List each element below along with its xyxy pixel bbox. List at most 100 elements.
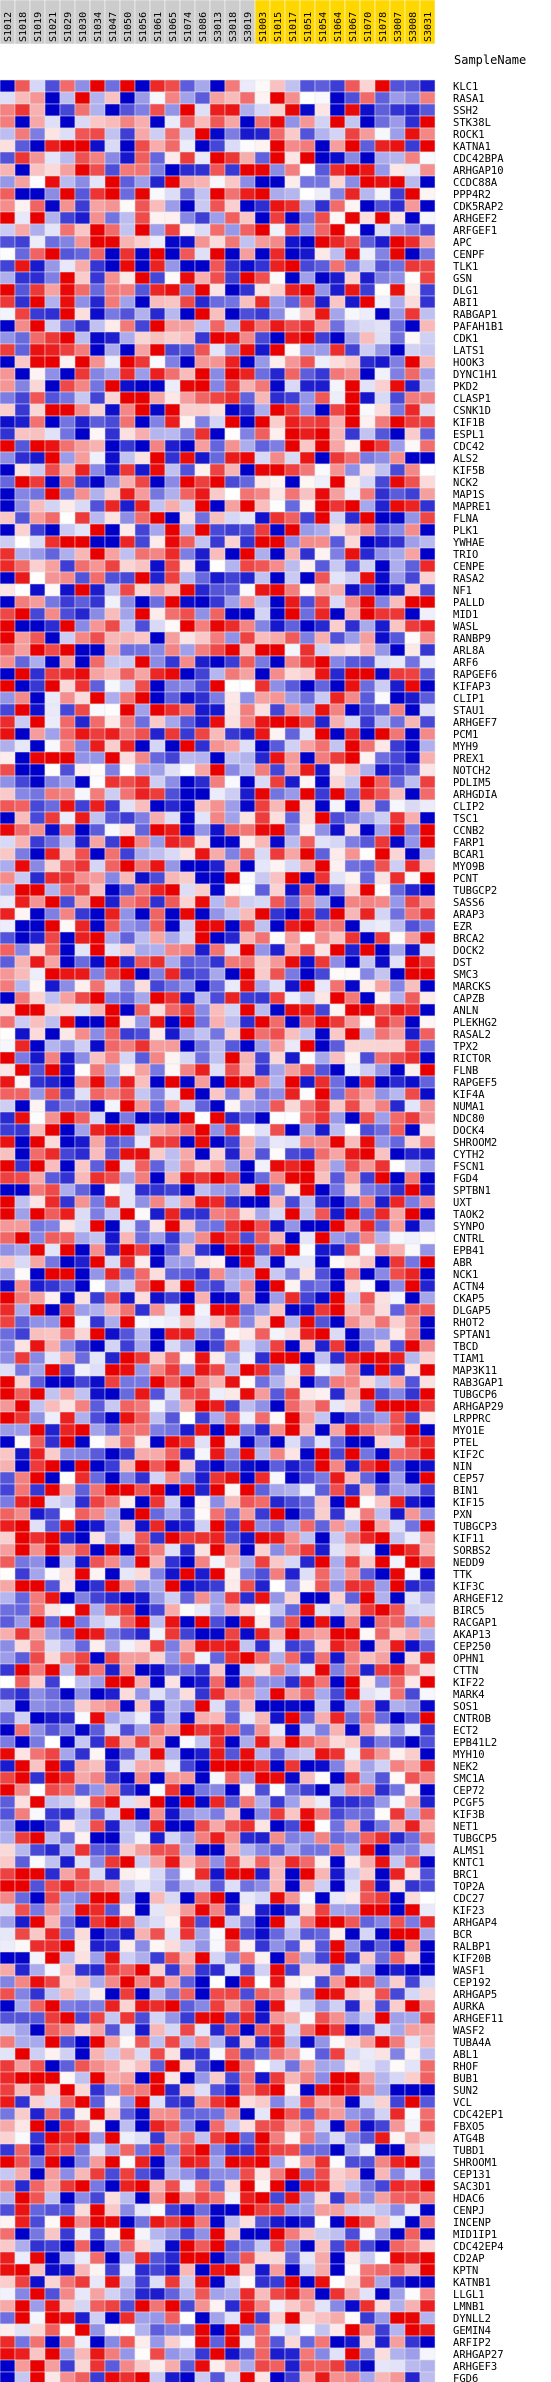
heatmap-cell — [59, 1867, 76, 1881]
heatmap-cell — [59, 1123, 76, 1137]
heatmap-cell — [0, 1615, 16, 1629]
heatmap-cell — [29, 1771, 46, 1785]
heatmap-cell — [224, 1903, 241, 1917]
heatmap-cell — [164, 1447, 181, 1461]
heatmap-cell — [59, 163, 76, 177]
heatmap-cell — [194, 1387, 211, 1401]
heatmap-cell — [299, 1675, 316, 1689]
heatmap-cell — [179, 1051, 196, 1065]
heatmap-cell — [374, 1915, 391, 1929]
heatmap-cell — [194, 1819, 211, 1833]
heatmap-cell — [89, 1231, 106, 1245]
heatmap-cell — [209, 139, 226, 153]
heatmap-cell — [74, 151, 91, 165]
heatmap-cell — [329, 1363, 346, 1377]
heatmap-cell — [59, 1171, 76, 1185]
heatmap-cell — [224, 1735, 241, 1749]
heatmap-cell — [44, 1051, 61, 1065]
heatmap-cell — [374, 283, 391, 297]
heatmap-cell — [359, 1363, 376, 1377]
heatmap-cell — [389, 1339, 406, 1353]
heatmap-cell — [209, 1735, 226, 1749]
heatmap-cell — [194, 1951, 211, 1965]
heatmap-cell — [284, 1231, 301, 1245]
heatmap-cell — [89, 751, 106, 765]
heatmap-cell — [269, 1771, 286, 1785]
heatmap-cell — [239, 211, 256, 225]
heatmap-cell — [74, 1507, 91, 1521]
heatmap-cell — [299, 1603, 316, 1617]
heatmap-cell — [329, 1387, 346, 1401]
heatmap-cell — [14, 1819, 31, 1833]
heatmap-cell — [239, 1951, 256, 1965]
heatmap-cell — [314, 1423, 331, 1437]
heatmap-cell — [269, 1267, 286, 1281]
heatmap-cell — [389, 1303, 406, 1317]
heatmap-cell — [119, 1219, 136, 1233]
heatmap-cell — [419, 1651, 436, 1665]
heatmap-cell — [194, 1039, 211, 1053]
heatmap-cell — [29, 751, 46, 765]
heatmap-cell — [134, 91, 151, 105]
heatmap-cell — [389, 367, 406, 381]
heatmap-cell — [254, 1759, 271, 1773]
heatmap-cell — [164, 1951, 181, 1965]
heatmap-cell — [359, 1771, 376, 1785]
heatmap-cell — [194, 1015, 211, 1029]
heatmap-cell — [359, 1315, 376, 1329]
heatmap-cell — [254, 2011, 271, 2025]
heatmap-cell — [74, 643, 91, 657]
heatmap-cell — [269, 259, 286, 273]
heatmap-cell — [14, 1603, 31, 1617]
heatmap-cell — [389, 1831, 406, 1845]
heatmap-cell — [374, 1279, 391, 1293]
heatmap-cell — [209, 1963, 226, 1977]
heatmap-cell — [389, 1771, 406, 1785]
heatmap-cell — [224, 607, 241, 621]
heatmap-cell — [59, 1027, 76, 1041]
heatmap-cell — [404, 943, 421, 957]
heatmap-cell — [164, 715, 181, 729]
heatmap-cell — [0, 1831, 16, 1845]
heatmap-cell — [164, 163, 181, 177]
heatmap-cell — [404, 1099, 421, 1113]
heatmap-cell — [389, 775, 406, 789]
heatmap-cell — [269, 2059, 286, 2073]
heatmap-cell — [374, 463, 391, 477]
heatmap-cell — [74, 1843, 91, 1857]
heatmap-cell — [0, 1723, 16, 1737]
heatmap-cell — [14, 1003, 31, 1017]
heatmap-cell — [194, 1483, 211, 1497]
heatmap-cell — [404, 1795, 421, 1809]
heatmap-cell — [404, 739, 421, 753]
heatmap-cell — [134, 1639, 151, 1653]
heatmap-cell — [74, 859, 91, 873]
heatmap-cell — [149, 1675, 166, 1689]
heatmap-cell — [179, 91, 196, 105]
heatmap-cell — [0, 1171, 16, 1185]
heatmap-cell — [44, 319, 61, 333]
heatmap-cell — [314, 607, 331, 621]
heatmap-cell — [179, 1387, 196, 1401]
heatmap-cell — [59, 1543, 76, 1557]
heatmap-cell — [134, 1723, 151, 1737]
heatmap-cell — [239, 1435, 256, 1449]
heatmap-cell — [179, 1507, 196, 1521]
heatmap-cell — [224, 1183, 241, 1197]
heatmap-cell — [104, 1675, 121, 1689]
heatmap-cell — [314, 343, 331, 357]
heatmap-cell — [374, 1819, 391, 1833]
heatmap-cell — [119, 1423, 136, 1437]
heatmap-cell — [359, 499, 376, 513]
heatmap-cell — [314, 1087, 331, 1101]
heatmap-cell — [44, 1879, 61, 1893]
heatmap-cell — [29, 1327, 46, 1341]
heatmap-cell — [374, 439, 391, 453]
heatmap-cell — [419, 1267, 436, 1281]
heatmap-cell — [359, 1747, 376, 1761]
heatmap-cell — [134, 1063, 151, 1077]
heatmap-cell — [404, 1723, 421, 1737]
heatmap-cell — [119, 511, 136, 525]
heatmap-cell — [284, 775, 301, 789]
heatmap-cell — [104, 943, 121, 957]
